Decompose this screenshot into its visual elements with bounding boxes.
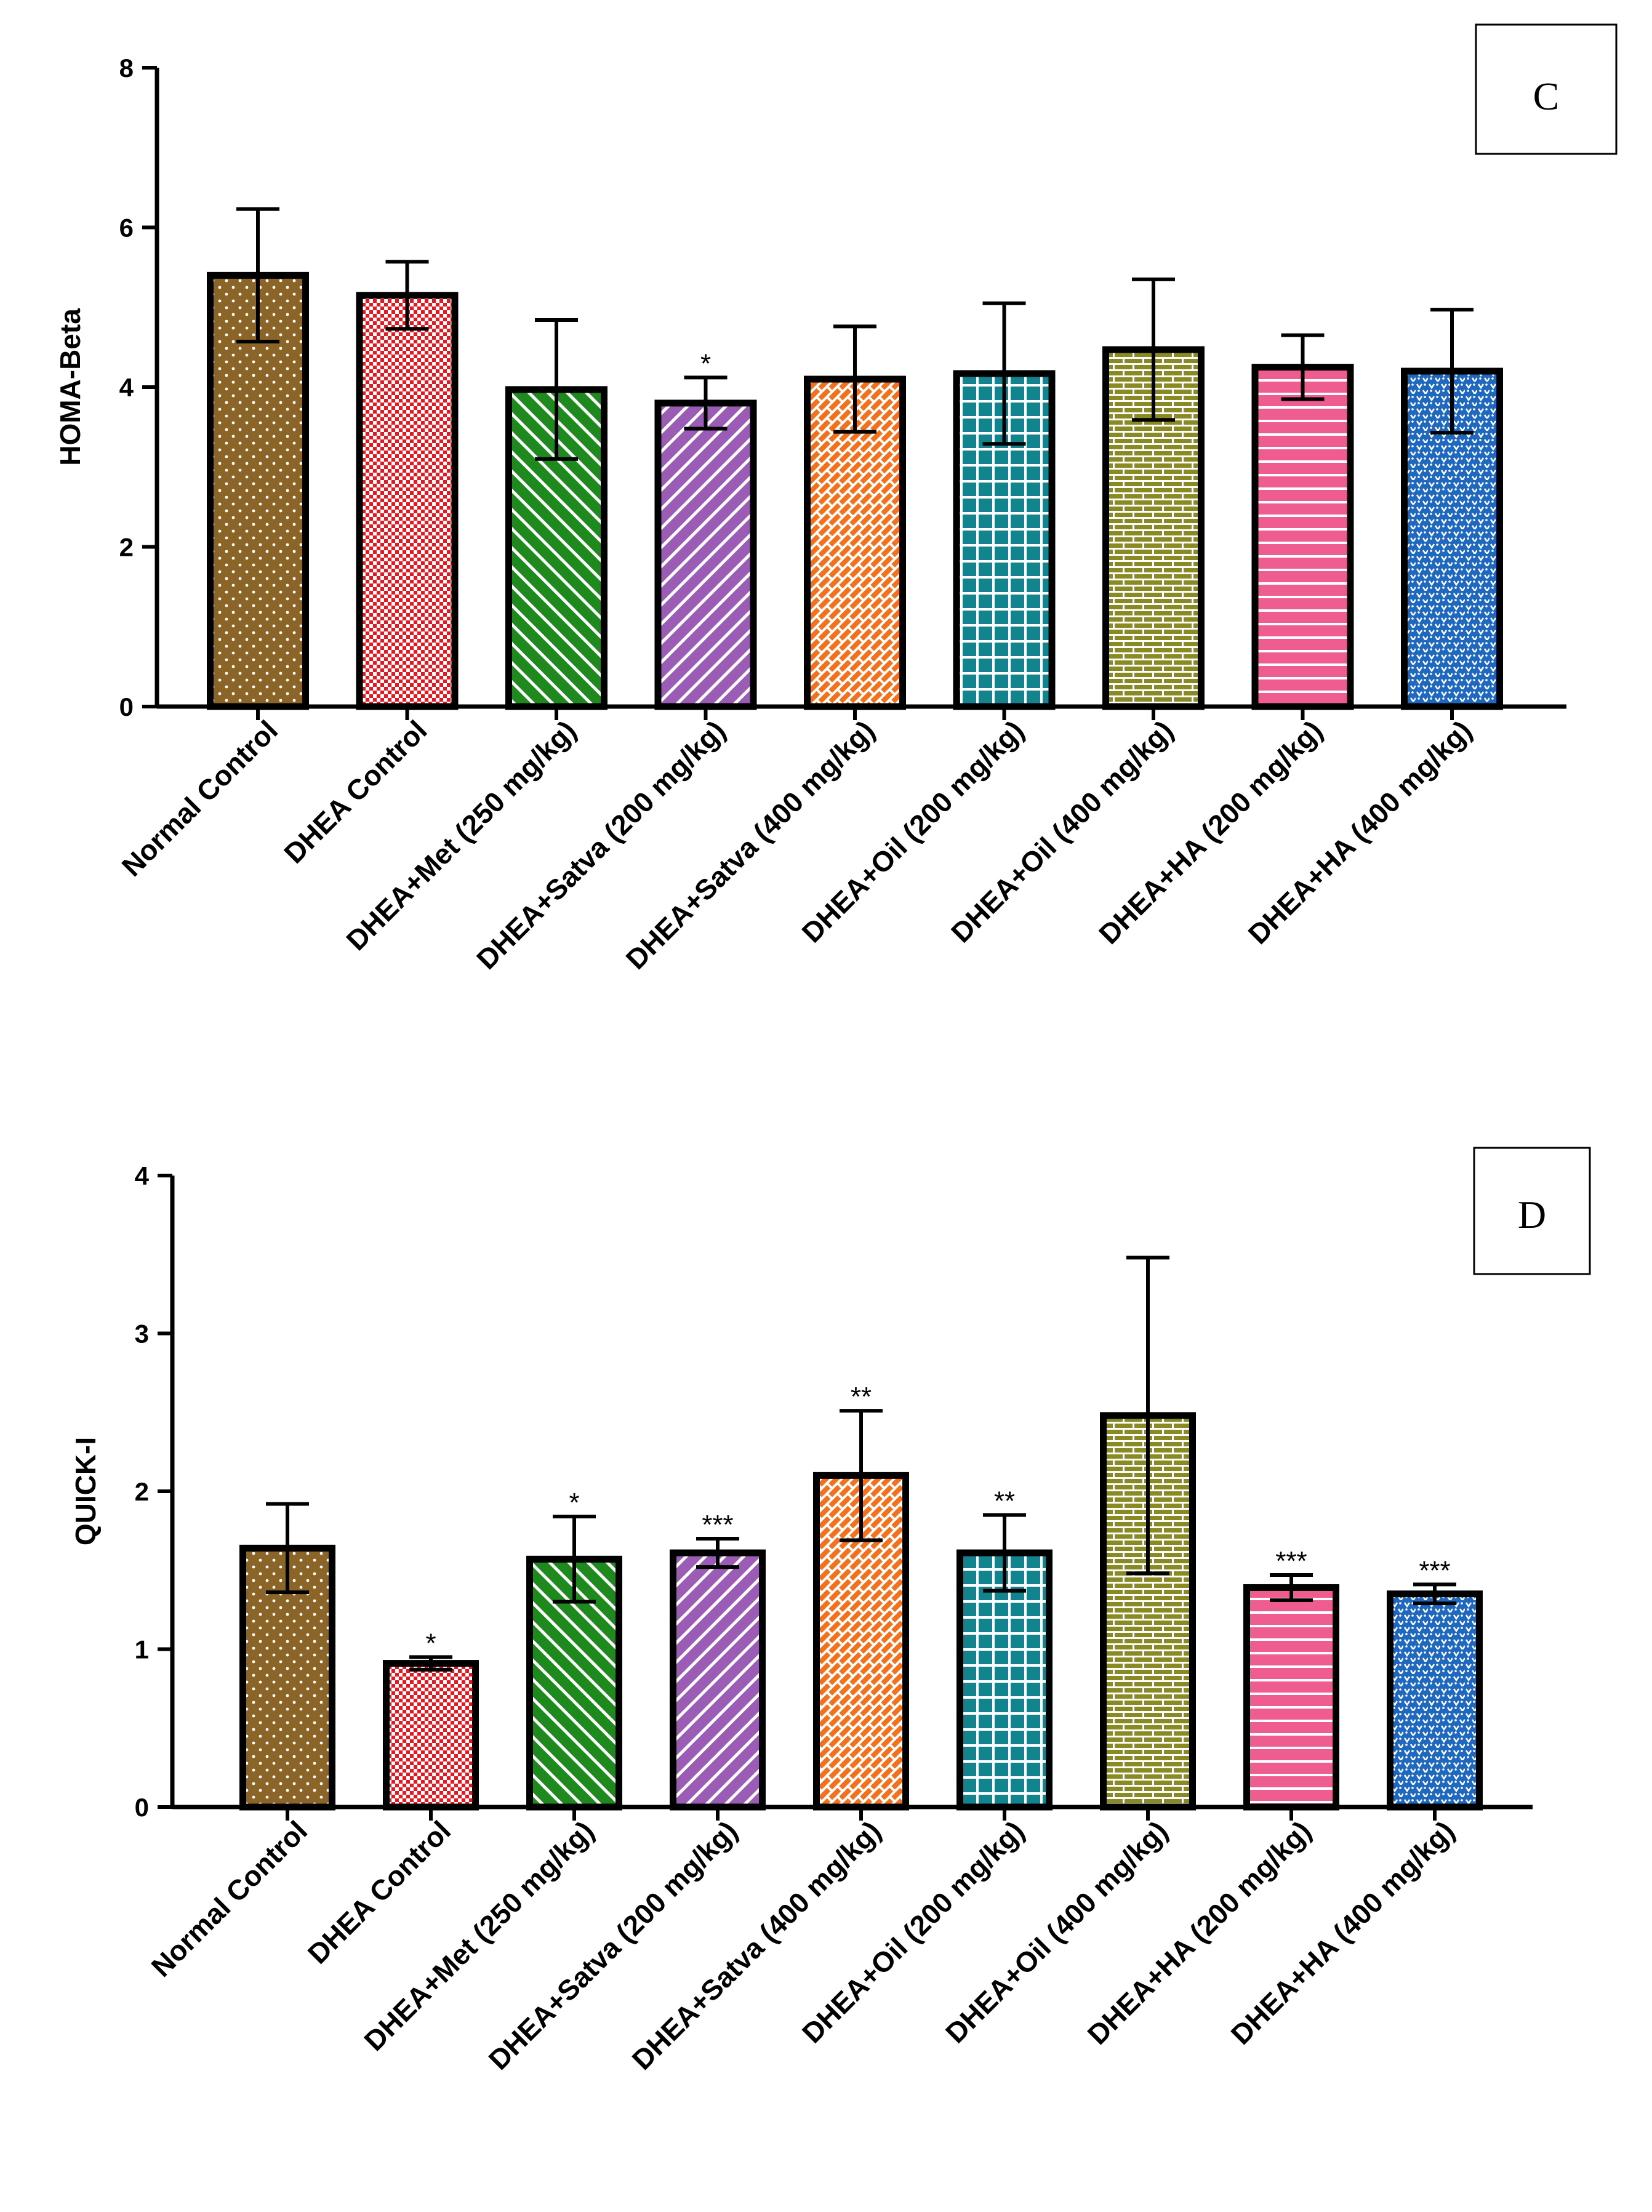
- error-bar-c-dhea-oil-400-mg-kg: [1132, 277, 1175, 422]
- error-bar-d-dhea-oil-400-mg-kg: [1126, 1256, 1169, 1576]
- error-bar-c-dhea-ha-200-mg-kg: [1281, 333, 1325, 401]
- error-bar-c-dhea-oil-200-mg-kg: [982, 301, 1026, 446]
- significance-d-dhea-ha-400-mg-kg: ***: [1419, 1555, 1450, 1585]
- y-tick-label-c-2: 2: [119, 533, 134, 562]
- error-bar-c-normal-control: [236, 207, 279, 344]
- panel-label-c: C: [1533, 74, 1560, 118]
- y-tick-label-d-4: 4: [135, 1161, 150, 1190]
- y-axis-title-d: QUICK-I: [70, 1437, 102, 1545]
- error-bar-d-dhea-ha-400-mg-kg: [1413, 1582, 1456, 1606]
- bar-d-normal-control: [239, 1544, 335, 1811]
- y-tick-label-d-1: 1: [135, 1635, 149, 1664]
- y-tick-label-c-4: 4: [119, 373, 134, 402]
- significance-d-dhea-satva-200-mg-kg: ***: [702, 1510, 733, 1540]
- bar-c-dhea-ha-200-mg-kg: [1251, 364, 1354, 710]
- bar-d-dhea-ha-400-mg-kg: [1387, 1590, 1483, 1811]
- y-tick-label-d-2: 2: [135, 1477, 149, 1506]
- significance-d-dhea-satva-400-mg-kg: **: [851, 1382, 872, 1412]
- y-tick-label-d-3: 3: [135, 1320, 149, 1348]
- bar-d-dhea-control: [383, 1660, 479, 1811]
- bar-d-dhea-satva-200-mg-kg: [670, 1549, 766, 1811]
- error-bar-d-dhea-satva-200-mg-kg: [696, 1536, 739, 1569]
- error-bar-d-normal-control: [266, 1502, 309, 1595]
- error-bar-d-dhea-ha-200-mg-kg: [1270, 1573, 1313, 1602]
- significance-d-dhea-ha-200-mg-kg: ***: [1275, 1546, 1307, 1576]
- category-label-d-dhea-satva-200-mg-kg: DHEA+Satva (200 mg/kg): [483, 1814, 744, 2076]
- category-label-d-dhea-satva-400-mg-kg: DHEA+Satva (400 mg/kg): [626, 1814, 888, 2076]
- category-label-c-normal-control: Normal Control: [116, 714, 284, 882]
- error-bar-d-dhea-met-250-mg-kg: [553, 1515, 596, 1604]
- error-bar-c-dhea-ha-400-mg-kg: [1430, 308, 1474, 435]
- significance-c-dhea-satva-200-mg-kg: *: [700, 348, 711, 379]
- y-tick-label-d-0: 0: [135, 1793, 149, 1822]
- significance-d-dhea-control: *: [425, 1628, 436, 1658]
- panel-label-box-c: [1475, 23, 1618, 155]
- error-bar-c-dhea-control: [385, 260, 429, 331]
- bar-c-dhea-satva-200-mg-kg: [654, 399, 757, 710]
- bar-d-dhea-ha-200-mg-kg: [1243, 1584, 1339, 1811]
- error-bar-c-dhea-satva-400-mg-kg: [833, 324, 876, 434]
- significance-d-dhea-oil-200-mg-kg: **: [994, 1486, 1015, 1516]
- error-bar-c-dhea-satva-200-mg-kg: [684, 375, 728, 431]
- y-tick-label-c-6: 6: [119, 214, 134, 242]
- category-label-c-dhea-satva-400-mg-kg: DHEA+Satva (400 mg/kg): [620, 714, 881, 976]
- category-label-d-normal-control: Normal Control: [145, 1814, 313, 1982]
- y-tick-label-c-0: 0: [119, 692, 134, 721]
- category-label-c-dhea-control: DHEA Control: [278, 714, 433, 869]
- panel-label-box-d: [1473, 1147, 1591, 1275]
- error-bar-d-dhea-satva-400-mg-kg: [840, 1409, 883, 1542]
- category-label-d-dhea-met-250-mg-kg: DHEA+Met (250 mg/kg): [358, 1814, 600, 2057]
- y-tick-label-c-8: 8: [119, 54, 134, 82]
- chart-panel-d: D Normal Control * DHEA Control * DHEA+Met (2…: [70, 1147, 1591, 2076]
- category-label-d-dhea-control: DHEA Control: [302, 1814, 457, 1970]
- category-label-c-dhea-satva-200-mg-kg: DHEA+Satva (200 mg/kg): [470, 714, 732, 976]
- error-bar-d-dhea-oil-200-mg-kg: [983, 1513, 1026, 1593]
- panel-label-d: D: [1518, 1193, 1546, 1236]
- significance-d-dhea-met-250-mg-kg: *: [569, 1488, 579, 1518]
- bar-c-dhea-satva-400-mg-kg: [804, 375, 906, 710]
- bar-c-dhea-control: [356, 292, 459, 710]
- error-bar-c-dhea-met-250-mg-kg: [535, 318, 578, 461]
- error-bar-d-dhea-control: [409, 1655, 452, 1672]
- y-axis-title-c: HOMA-Beta: [54, 308, 86, 466]
